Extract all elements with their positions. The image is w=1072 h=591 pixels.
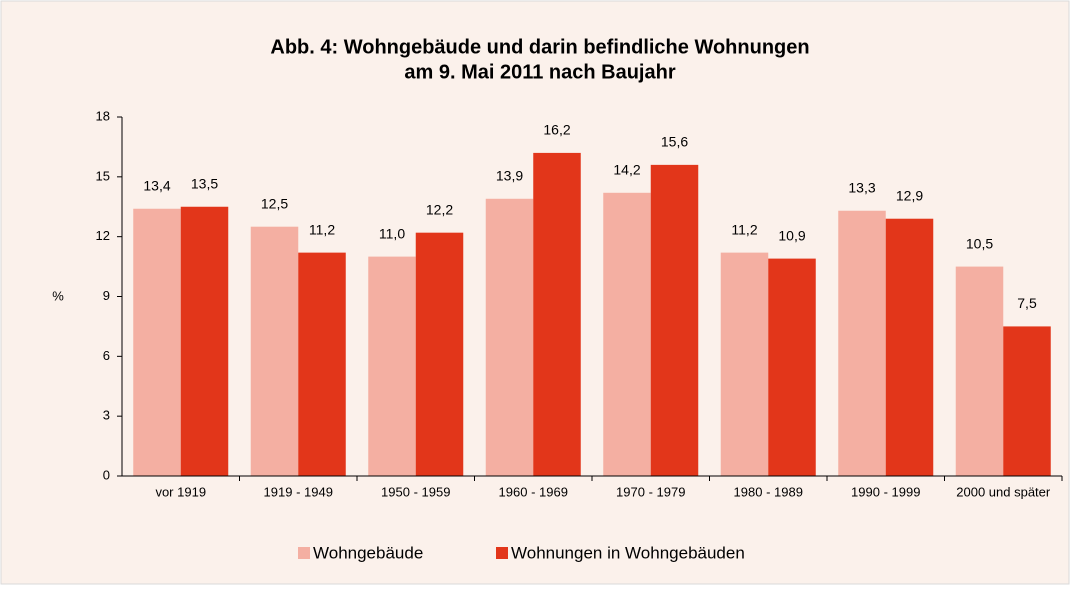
value-label: 14,2 xyxy=(613,161,640,177)
bar xyxy=(250,226,299,476)
y-tick-label: 18 xyxy=(96,108,110,123)
value-label: 11,0 xyxy=(379,225,405,241)
value-label: 13,5 xyxy=(191,175,218,191)
value-label: 11,2 xyxy=(309,221,335,237)
legend-swatch xyxy=(496,547,508,559)
bar xyxy=(298,252,346,476)
legend-label: Wohnungen in Wohngebäuden xyxy=(511,543,745,562)
bar xyxy=(768,258,816,476)
bar xyxy=(133,208,181,476)
legend-swatch xyxy=(298,547,310,559)
value-label: 13,9 xyxy=(496,167,523,183)
y-tick-label: 3 xyxy=(103,408,110,423)
value-label: 7,5 xyxy=(1017,295,1037,311)
y-tick-label: 12 xyxy=(96,228,110,243)
bar xyxy=(838,210,886,476)
x-tick-label: 1950 - 1959 xyxy=(381,484,450,499)
bar xyxy=(1003,326,1051,476)
chart-title: Abb. 4: Wohngebäude und darin befindlich… xyxy=(270,36,809,58)
value-label: 11,2 xyxy=(731,221,757,237)
x-tick-label: 1990 - 1999 xyxy=(851,484,920,499)
value-label: 10,9 xyxy=(778,227,805,243)
bar xyxy=(650,164,699,476)
value-label: 12,5 xyxy=(261,195,288,211)
value-label: 16,2 xyxy=(543,122,570,138)
bar xyxy=(368,256,416,476)
x-tick-label: vor 1919 xyxy=(155,484,206,499)
bar xyxy=(485,198,534,476)
value-label: 12,2 xyxy=(426,201,453,217)
x-tick-label: 1960 - 1969 xyxy=(499,484,568,499)
x-tick-label: 1980 - 1989 xyxy=(734,484,803,499)
value-label: 10,5 xyxy=(966,235,993,251)
bar xyxy=(955,266,1004,476)
x-tick-label: 1919 - 1949 xyxy=(264,484,333,499)
y-tick-label: 15 xyxy=(96,168,110,183)
bar xyxy=(533,152,581,476)
value-label: 13,4 xyxy=(143,177,170,193)
value-label: 12,9 xyxy=(896,187,923,203)
bar xyxy=(603,192,651,477)
bar xyxy=(415,232,464,476)
y-tick-label: 6 xyxy=(103,348,110,363)
bar xyxy=(180,206,229,476)
y-tick-label: 9 xyxy=(103,288,110,303)
y-tick-label: 0 xyxy=(103,467,110,482)
y-axis-label: % xyxy=(52,288,64,303)
x-tick-label: 2000 und später xyxy=(956,484,1051,499)
bar xyxy=(720,252,769,476)
chart-title: am 9. Mai 2011 nach Baujahr xyxy=(404,61,675,83)
legend-label: Wohngebäude xyxy=(313,543,423,562)
x-tick-label: 1970 - 1979 xyxy=(616,484,685,499)
value-label: 15,6 xyxy=(661,134,688,150)
bar xyxy=(885,218,934,476)
value-label: 13,3 xyxy=(848,179,875,195)
